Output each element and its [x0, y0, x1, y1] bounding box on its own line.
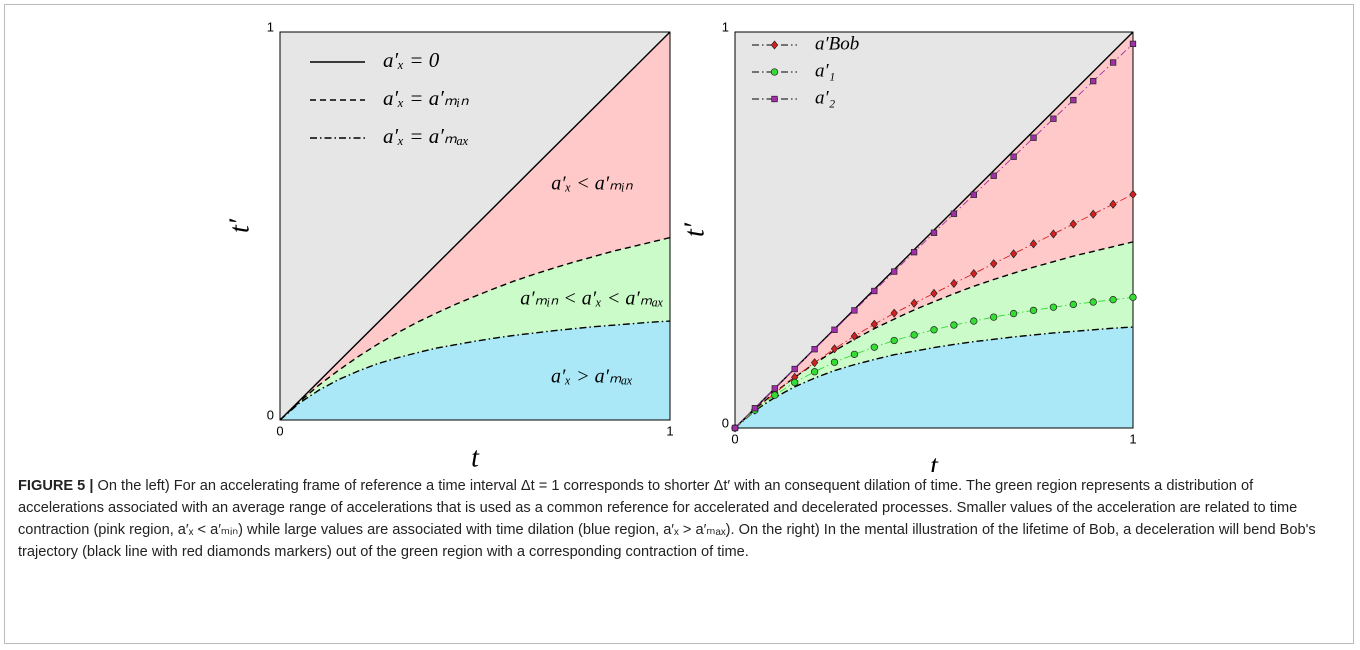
legend-label: a′₂: [815, 87, 836, 108]
marker: [1029, 239, 1038, 249]
y-tick-label: 0: [722, 415, 729, 430]
marker: [871, 287, 878, 295]
marker: [1129, 189, 1137, 199]
legend-marker: [771, 95, 778, 103]
marker: [1089, 298, 1097, 306]
marker: [1069, 219, 1077, 229]
series-line: [734, 326, 1134, 429]
marker: [810, 358, 819, 368]
legend-marker: [770, 68, 779, 76]
marker: [1009, 309, 1018, 318]
figure-frame: [4, 4, 1354, 644]
marker: [930, 326, 938, 334]
marker: [891, 268, 898, 275]
marker: [910, 298, 918, 308]
marker: [950, 321, 958, 329]
marker: [851, 307, 858, 314]
plot-frame: [734, 31, 1134, 429]
marker: [810, 368, 819, 376]
marker: [1070, 96, 1077, 104]
marker: [930, 229, 938, 236]
marker: [771, 385, 778, 392]
caption: FIGURE 5 | On the left) For an accelerat…: [18, 475, 1343, 563]
x-axis-label: t: [930, 450, 939, 472]
marker: [870, 343, 878, 351]
marker: [1109, 199, 1117, 209]
series-line: [279, 31, 671, 421]
x-axis-label: t: [471, 442, 480, 472]
x-tick-label: 1: [666, 423, 673, 438]
marker: [950, 210, 958, 217]
marker: [1109, 296, 1117, 304]
legend-label: a′ₓ = a′ₘₐₓ: [383, 124, 469, 148]
marker: [1010, 153, 1017, 160]
marker: [1129, 293, 1137, 301]
marker: [1089, 209, 1097, 219]
marker: [970, 191, 977, 198]
marker: [830, 344, 839, 354]
marker: [970, 268, 978, 279]
region: [735, 327, 1133, 428]
y-tick-label: 1: [722, 19, 729, 34]
y-tick-label: 1: [267, 19, 274, 34]
y-axis-label: t′: [224, 218, 255, 233]
y-axis-label: t′: [679, 222, 710, 237]
legend-label: a′₁: [815, 60, 835, 81]
legend-label: a′ₓ = a′ₘᵢₙ: [383, 86, 469, 110]
marker: [870, 319, 878, 329]
marker: [1109, 59, 1117, 66]
marker: [1129, 40, 1137, 48]
region-label: a′ₓ > a′ₘₐₓ: [551, 366, 633, 388]
charts: 0 1 0 1 t t′ a′ₓ < a′ₘᵢₙ a′ₘᵢₙ < a′ₓ < a′ₘₐₓ a′ₓ…: [224, 19, 1137, 472]
marker: [990, 172, 997, 179]
marker: [970, 317, 978, 325]
marker: [831, 326, 838, 333]
marker: [990, 259, 998, 269]
marker: [1009, 249, 1018, 259]
y-tick-label: 0: [267, 407, 274, 422]
series-line: [734, 296, 1134, 429]
marker: [830, 358, 839, 366]
marker: [1069, 300, 1077, 309]
marker: [990, 313, 998, 321]
marker: [850, 331, 859, 341]
marker: [950, 278, 958, 289]
region-label: a′ₘᵢₙ < a′ₓ < a′ₘₐₓ: [520, 288, 663, 310]
marker: [731, 424, 739, 432]
marker: [890, 336, 898, 345]
marker: [1049, 303, 1058, 311]
caption-text: On the left) For an accelerating frame o…: [18, 478, 1316, 560]
marker: [751, 405, 759, 412]
legend-marker: [770, 40, 779, 50]
marker: [1050, 115, 1057, 122]
series-line: [279, 320, 671, 421]
marker: [850, 350, 859, 358]
marker: [1030, 134, 1037, 141]
marker: [1029, 306, 1038, 315]
marker: [910, 331, 918, 339]
x-tick-label: 0: [731, 431, 738, 446]
marker: [811, 346, 818, 353]
marker: [791, 378, 799, 387]
region: [280, 321, 670, 420]
legend-label: a′Bob: [815, 33, 859, 54]
x-tick-label: 1: [1129, 431, 1136, 446]
marker: [910, 249, 918, 256]
marker: [890, 308, 898, 318]
legend-label: a′ₓ = 0: [383, 48, 440, 72]
marker: [1049, 229, 1058, 239]
marker: [1090, 77, 1097, 85]
x-tick-label: 0: [276, 423, 283, 438]
caption-label: FIGURE 5 |: [18, 478, 94, 494]
region-label: a′ₓ < a′ₘᵢₙ: [551, 173, 634, 195]
series-line: [279, 236, 671, 421]
marker: [771, 391, 779, 399]
plot-frame: [279, 31, 671, 421]
marker: [791, 365, 798, 373]
marker: [930, 288, 938, 298]
